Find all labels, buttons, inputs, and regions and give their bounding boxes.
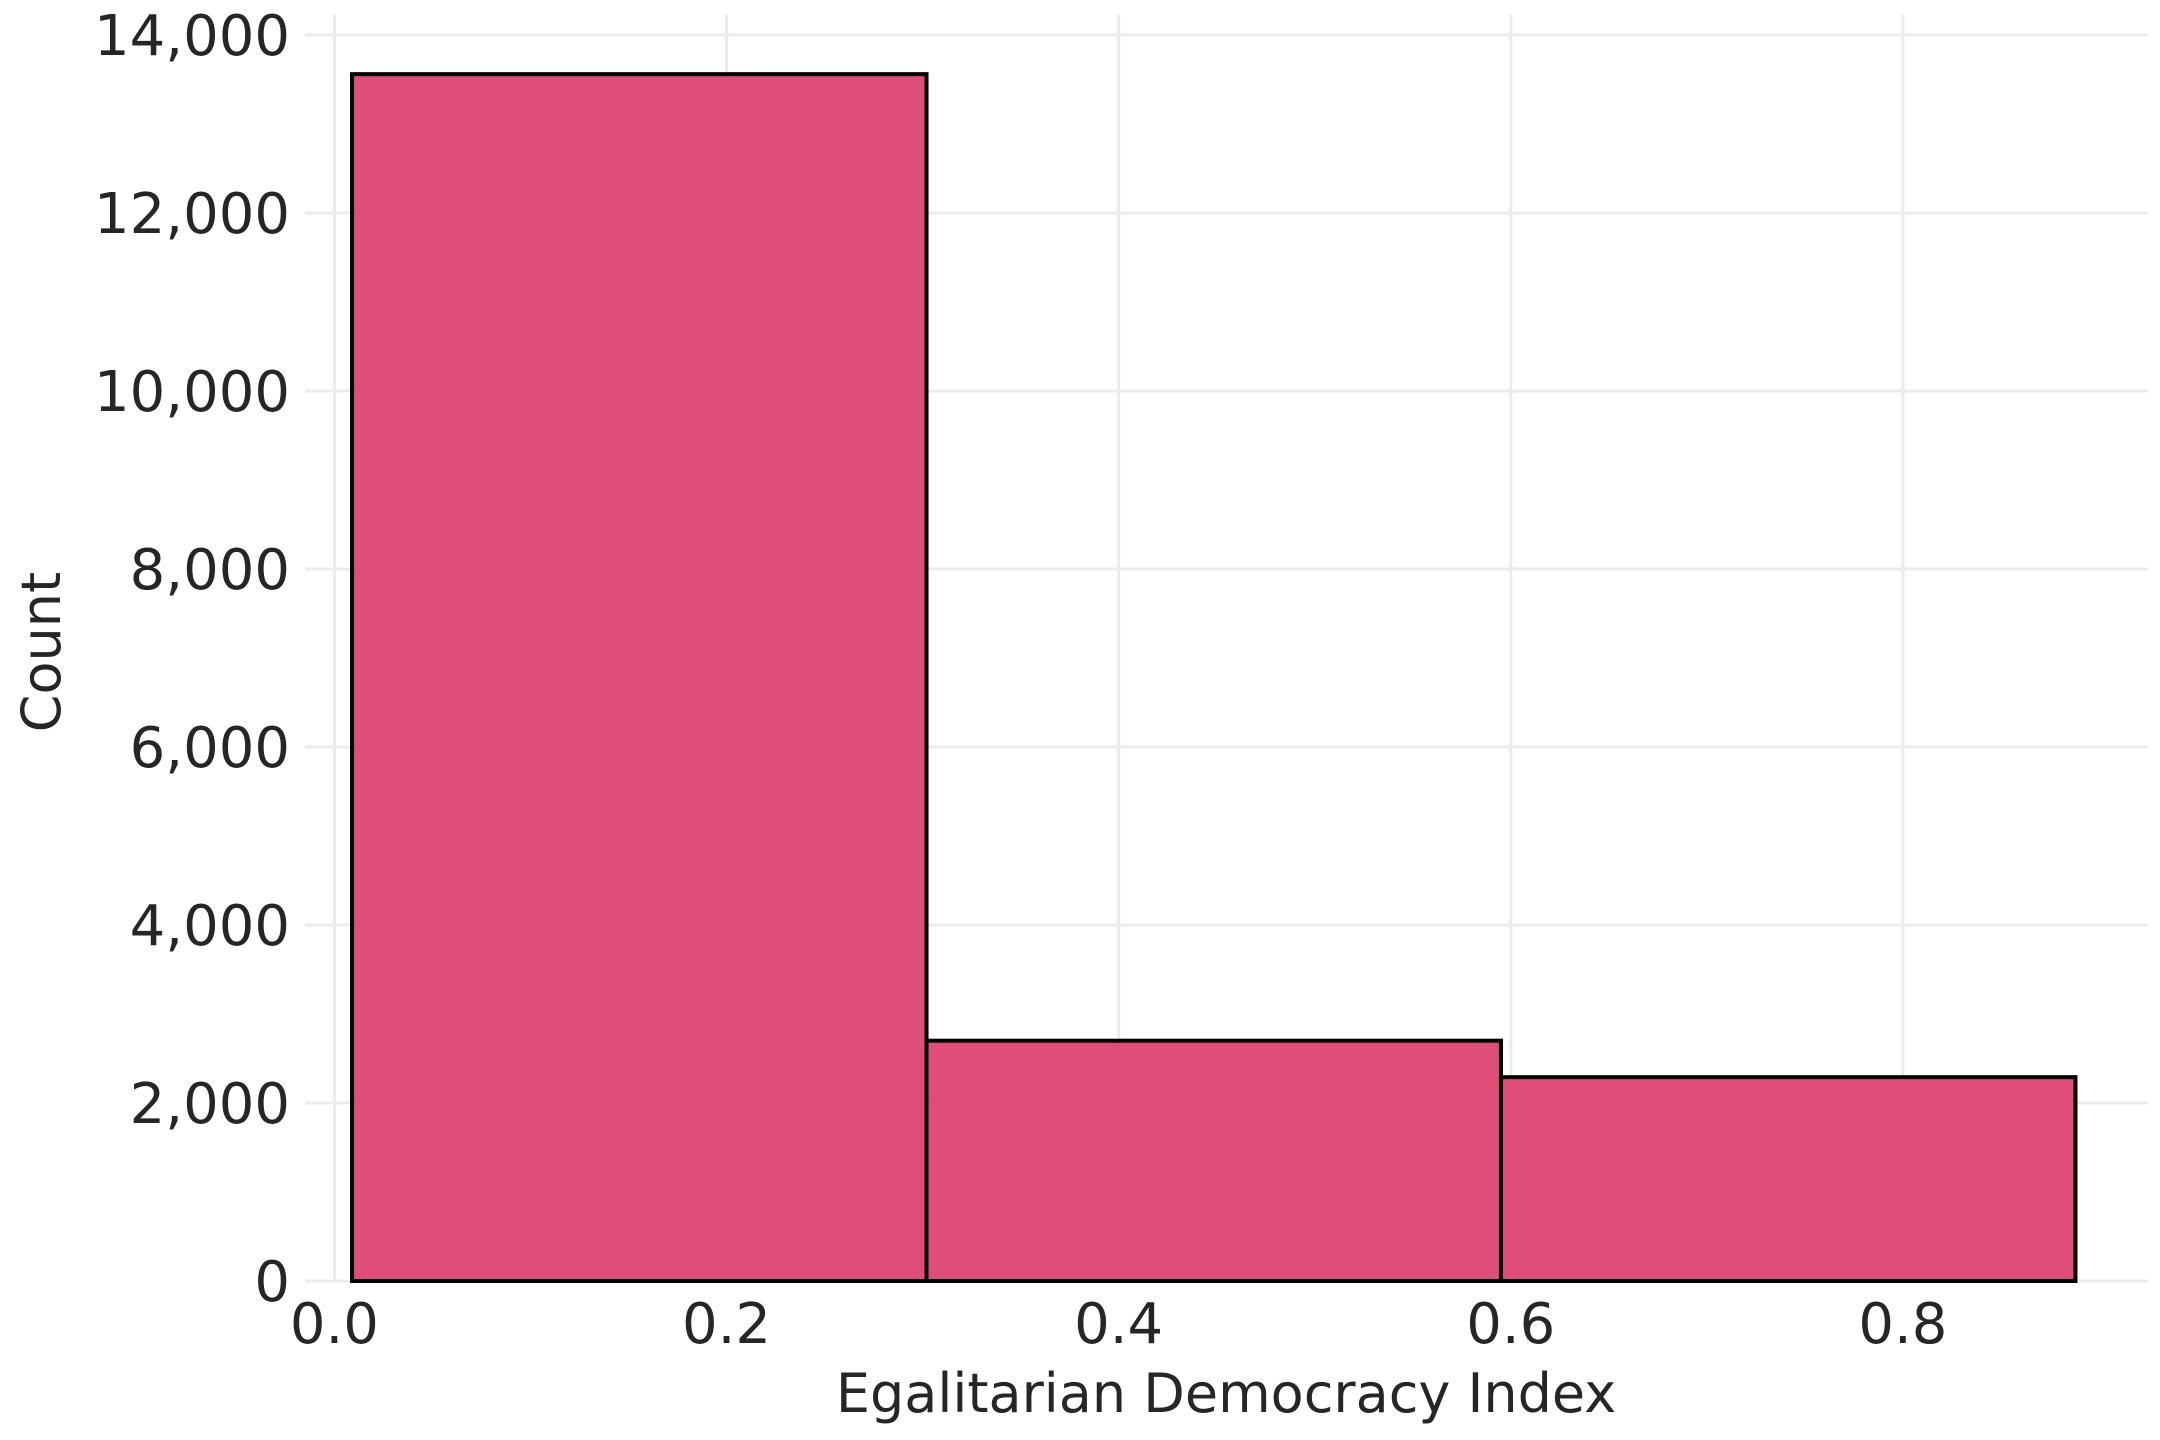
x-tick-label-4: 0.8 — [1858, 1292, 1947, 1357]
x-tick-label-2: 0.4 — [1074, 1292, 1163, 1357]
histogram-bar-1 — [924, 1038, 1503, 1283]
x-tick-label-1: 0.2 — [682, 1292, 771, 1357]
y-axis-label: Count — [10, 572, 73, 732]
histogram-bars — [350, 72, 2078, 1283]
y-tick-label-5: 10,000 — [94, 360, 290, 425]
y-tick-label-2: 4,000 — [130, 894, 290, 959]
x-tick-label-3: 0.6 — [1466, 1292, 1555, 1357]
y-tick-label-0: 0 — [254, 1250, 290, 1315]
histogram-bar-0 — [350, 72, 929, 1283]
y-tick-label-7: 14,000 — [94, 4, 290, 69]
y-tick-labels: 0 2,000 4,000 6,000 8,000 10,000 12,000 14,000 — [94, 4, 290, 1315]
y-tick-label-1: 2,000 — [130, 1072, 290, 1137]
y-tick-label-3: 6,000 — [130, 716, 290, 781]
y-tick-label-6: 12,000 — [94, 182, 290, 247]
y-tick-label-4: 8,000 — [130, 538, 290, 603]
x-tick-label-0: 0.0 — [290, 1292, 379, 1357]
x-tick-labels: 0.0 0.2 0.4 0.6 0.8 — [290, 1292, 1948, 1357]
x-axis-label: Egalitarian Democracy Index — [836, 1362, 1616, 1425]
histogram-bar-2 — [1498, 1075, 2078, 1283]
